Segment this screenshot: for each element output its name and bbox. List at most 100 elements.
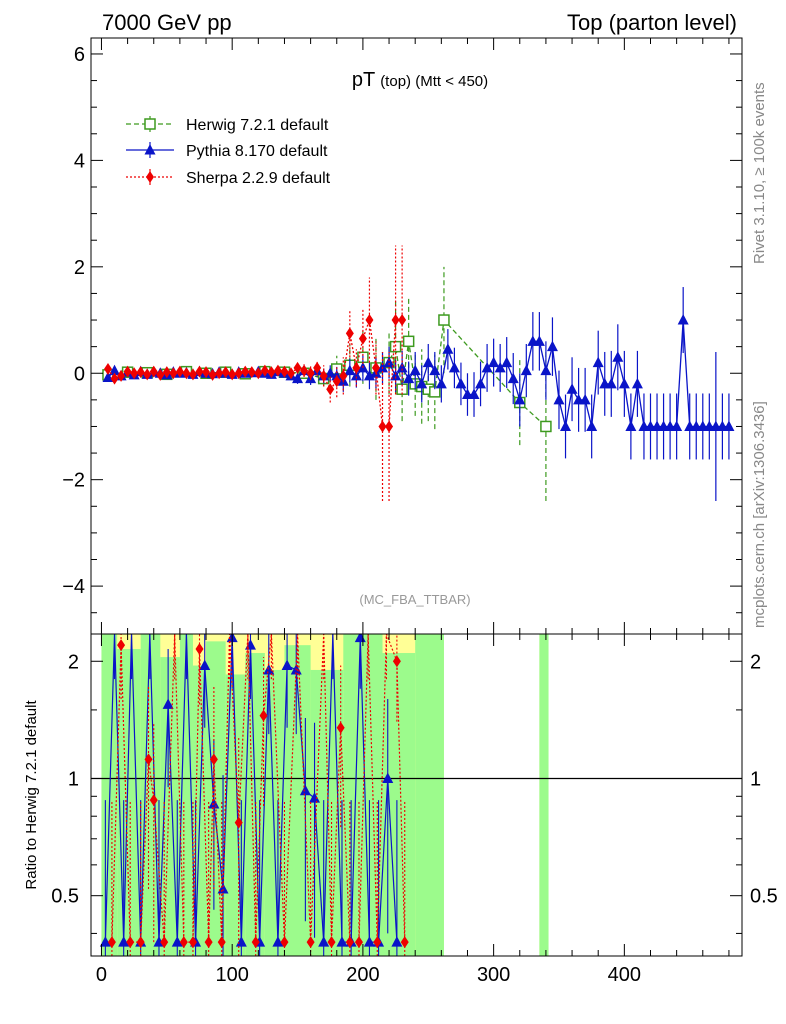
y-tick-label: −2 <box>62 470 85 492</box>
ratio-point <box>107 936 116 949</box>
data-point <box>586 420 598 431</box>
data-point <box>383 356 395 368</box>
data-point <box>442 343 454 354</box>
data-point <box>378 420 387 433</box>
data-point <box>468 388 480 400</box>
ratio-point <box>299 784 311 796</box>
ratio-point <box>171 936 183 947</box>
mcplots-label: mcplots.cern.ch [arXiv:1306.3436] <box>751 401 768 628</box>
y-tick-label: 4 <box>74 150 85 172</box>
ratio-point <box>199 659 211 671</box>
data-point <box>455 377 467 389</box>
ratio-point <box>217 883 229 894</box>
ratio-point <box>160 936 169 949</box>
ratio-point <box>162 698 174 709</box>
ratio-point <box>259 709 268 722</box>
data-point <box>324 367 336 378</box>
data-point <box>566 383 578 394</box>
ratio-point <box>263 663 275 675</box>
data-point <box>391 314 400 327</box>
ratio-series-0 <box>99 634 403 956</box>
legend-marker <box>146 171 154 183</box>
ratio-point <box>309 792 321 803</box>
legend-marker <box>144 118 156 130</box>
data-point <box>671 420 683 431</box>
data-point <box>365 314 374 327</box>
x-tick-label: 100 <box>215 964 248 986</box>
ratio-point <box>136 936 145 949</box>
ratio-point <box>382 772 394 783</box>
ratio-point <box>345 936 354 949</box>
ratio-point <box>400 936 409 949</box>
ratio-plot-area: 0.5 0.5 1 1 2 2 0 100 200 300 400 Ratio to Herwig 7… <box>23 633 778 986</box>
ratio-point <box>272 936 284 947</box>
data-point <box>553 393 565 405</box>
ratio-y-tick-label-right: 2 <box>750 651 761 673</box>
ratio-point <box>126 936 135 949</box>
data-point <box>409 364 421 376</box>
data-point <box>273 364 282 377</box>
ratio-y-tick-label-right: 0.5 <box>750 886 778 908</box>
data-point <box>234 367 243 380</box>
data-point <box>202 366 211 379</box>
data-point <box>494 361 506 373</box>
data-point <box>363 369 375 381</box>
ratio-point <box>204 936 213 949</box>
data-point <box>350 369 362 381</box>
data-point <box>612 351 624 362</box>
ratio-point <box>306 936 315 949</box>
data-point <box>435 377 447 389</box>
data-point <box>533 335 545 346</box>
plot-title-main: pT <box>352 69 375 91</box>
data-point <box>501 356 513 368</box>
ratio-y-tick-label: 1 <box>68 768 79 790</box>
ratio-point <box>195 643 204 656</box>
data-point <box>403 372 415 384</box>
ratio-point <box>363 936 375 947</box>
data-point <box>110 372 119 385</box>
ratio-point <box>336 721 345 734</box>
data-point <box>579 393 591 405</box>
data-point <box>136 366 145 379</box>
ratio-point <box>117 639 126 652</box>
data-point <box>215 367 224 380</box>
ratio-point <box>209 753 218 766</box>
ratio-point <box>281 659 293 671</box>
data-point <box>292 372 304 384</box>
data-point <box>313 361 322 374</box>
data-point <box>352 361 361 374</box>
plot-title-sub: (top) (Mtt < 450) <box>380 73 488 90</box>
data-point <box>162 366 171 379</box>
data-point <box>540 364 552 376</box>
ratio-point <box>280 936 289 949</box>
data-point <box>123 365 132 378</box>
ratio-frame <box>90 633 743 957</box>
data-point <box>109 364 121 376</box>
data-point <box>416 377 428 389</box>
ratio-point <box>391 936 403 947</box>
ratio-y-axis-label: Ratio to Herwig 7.2.1 default <box>23 700 40 890</box>
data-point <box>130 367 139 380</box>
legend-entry: Herwig 7.2.1 default <box>126 116 329 134</box>
y-tick-label: 6 <box>74 44 85 66</box>
data-point <box>540 420 552 433</box>
data-point <box>520 364 532 376</box>
data-point <box>475 377 487 389</box>
legend-marker <box>144 144 156 155</box>
data-point <box>631 377 643 389</box>
x-tick-label: 400 <box>608 964 641 986</box>
ratio-point <box>234 816 243 829</box>
data-point <box>514 393 526 405</box>
data-point <box>117 369 126 382</box>
uncertainty-band-green <box>140 634 161 956</box>
uncertainty-band-green <box>539 634 549 956</box>
legend-label: Sherpa 2.2.9 default <box>186 170 331 187</box>
data-point <box>102 371 114 383</box>
series-2 <box>103 245 407 501</box>
y-tick-label: 2 <box>74 257 85 279</box>
data-point <box>345 327 354 340</box>
data-point <box>592 356 604 368</box>
data-point <box>103 362 112 375</box>
uncertainty-band-green <box>415 634 444 956</box>
data-point <box>195 365 204 378</box>
